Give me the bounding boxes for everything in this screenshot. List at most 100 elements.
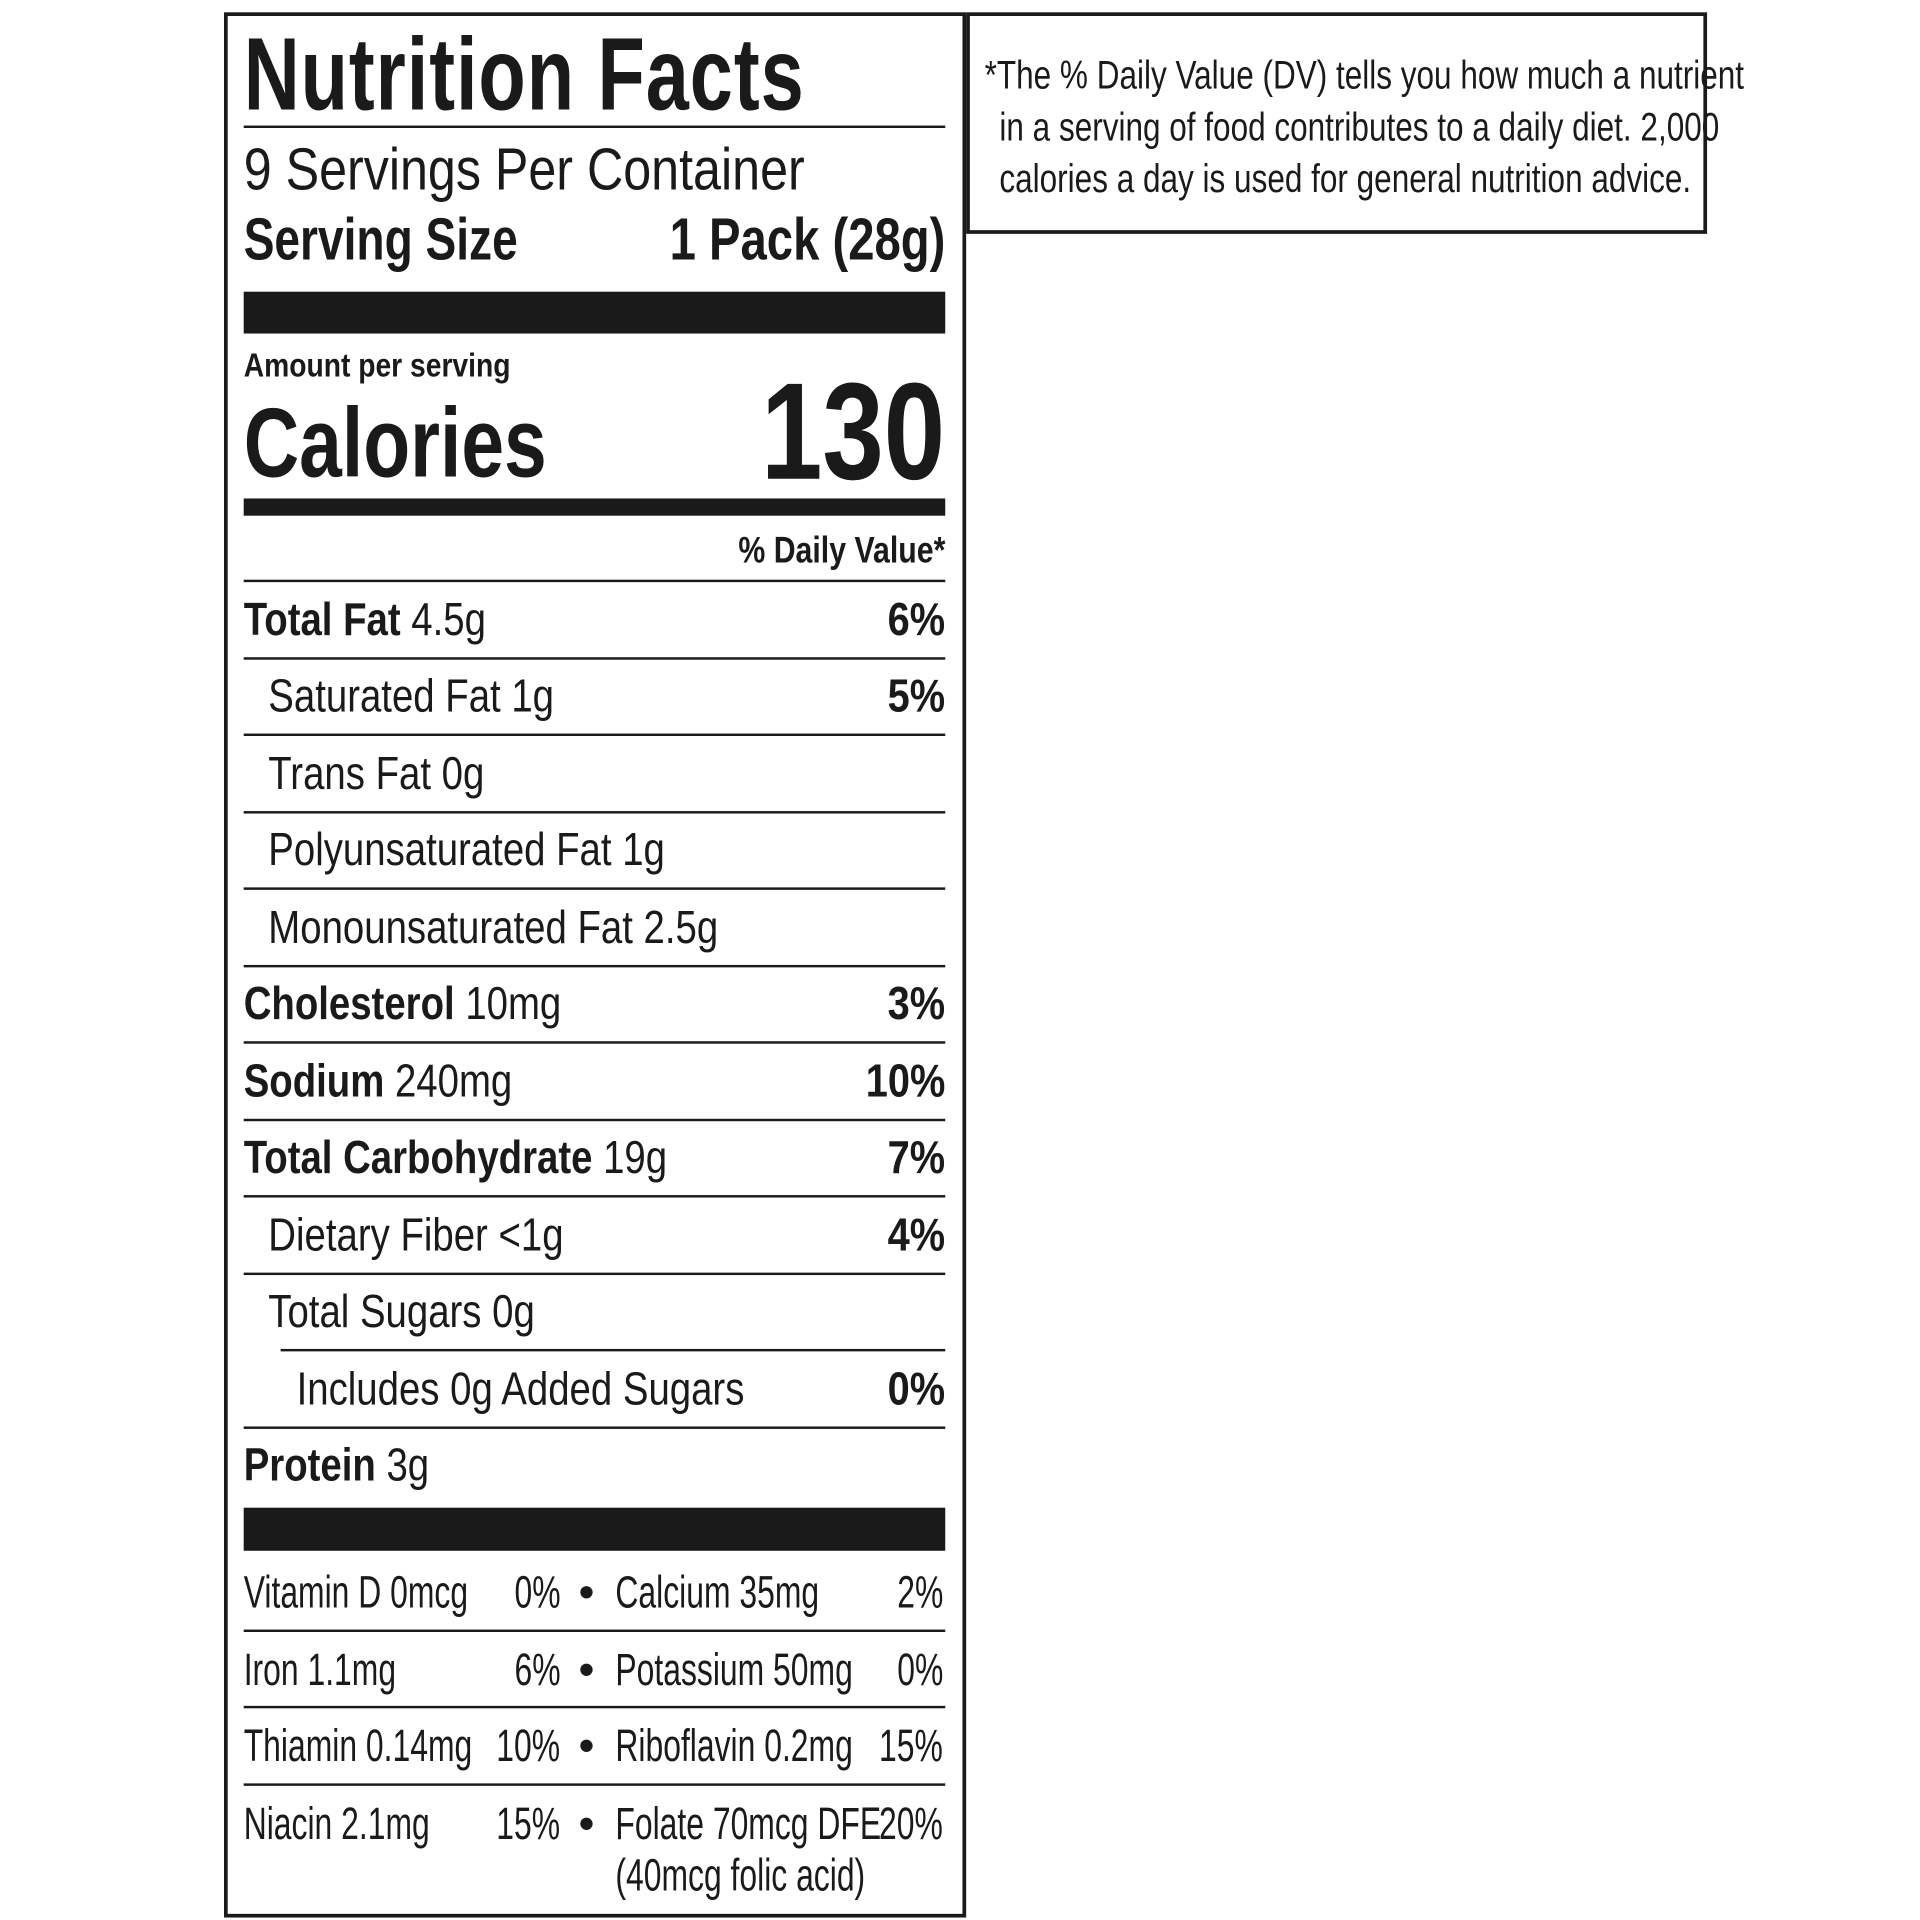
- nutrient-label: Cholesterol 10mg: [244, 978, 631, 1031]
- divider: [243, 1783, 946, 1786]
- vitamin-name: Riboflavin 0.2mg: [615, 1720, 853, 1772]
- nutrient-label: Monounsaturated Fat 2.5g: [244, 902, 817, 955]
- nutrient-label: Trans Fat 0g: [244, 748, 532, 801]
- nutrient-daily-value: 4%: [887, 1209, 946, 1261]
- nutrient-label: Dietary Fiber <1g: [244, 1209, 629, 1262]
- divider: [243, 1629, 946, 1632]
- nutrient-text: Cholesterol 10mg: [244, 978, 562, 1031]
- nutrient-row: Cholesterol 10mg 3%: [244, 968, 946, 1042]
- nutrient-daily-value: 10%: [865, 1055, 946, 1108]
- nutrient-daily-value: 0%: [887, 1363, 946, 1415]
- nutrient-name: Total Sugars: [268, 1286, 482, 1338]
- nutrient-amount: 0g: [441, 747, 485, 800]
- amount-per-serving: Amount per serving: [243, 347, 511, 384]
- divider: [243, 887, 946, 890]
- nutrient-row: Total Fat 4.5g 6%: [244, 583, 946, 657]
- bullet-separator: •: [578, 1720, 595, 1772]
- vitamin-note: (40mcg folic acid): [615, 1849, 866, 1901]
- nutrient-label: Total Fat 4.5g: [244, 594, 539, 647]
- nutrient-name: Polyunsaturated Fat: [268, 824, 612, 877]
- nutrient-text: Saturated Fat 1g: [268, 671, 554, 724]
- nutrient-amount: 1g: [511, 670, 555, 723]
- vitamin-daily-value: 0%: [513, 1566, 560, 1618]
- footnote-line: calories a day is used for general nutri…: [999, 156, 1692, 201]
- vitamin-name: Potassium 50mg: [615, 1644, 853, 1695]
- vitamin-name: Iron 1.1mg: [243, 1644, 397, 1695]
- divider: [243, 964, 946, 967]
- divider: [243, 125, 946, 128]
- nutrient-text: Monounsaturated Fat 2.5g: [268, 902, 718, 955]
- vitamin-daily-value: 15%: [496, 1798, 560, 1849]
- nutrient-name: Protein: [243, 1439, 376, 1492]
- nutrient-daily-value: 5%: [887, 670, 946, 723]
- nutrient-row: Total Carbohydrate 19g 7%: [244, 1122, 946, 1196]
- divider: [243, 1425, 946, 1429]
- calories-value: 130: [761, 354, 946, 509]
- nutrient-name: Total Fat: [243, 593, 401, 646]
- footnote-line: *The % Daily Value (DV) tells you how mu…: [984, 52, 1745, 98]
- vitamin-daily-value: 0%: [896, 1644, 943, 1695]
- nutrient-row: Dietary Fiber <1g 4%: [244, 1199, 946, 1273]
- nutrient-name: Cholesterol: [243, 978, 455, 1031]
- medium-divider: [243, 498, 946, 516]
- divider: [243, 656, 946, 660]
- vitamin-daily-value: 6%: [513, 1644, 560, 1695]
- vitamin-name: Vitamin D 0mcg: [243, 1566, 469, 1618]
- divider: [243, 1041, 946, 1044]
- nutrition-facts-panel: [223, 12, 967, 1918]
- bullet-separator: •: [578, 1566, 595, 1618]
- bullet-separator: •: [578, 1798, 595, 1849]
- divider: [243, 579, 946, 583]
- thick-divider: [243, 1507, 946, 1551]
- nutrient-daily-value: 3%: [887, 978, 946, 1031]
- nutrient-text: Total Carbohydrate 19g: [244, 1132, 667, 1185]
- nutrient-text: Polyunsaturated Fat 1g: [268, 825, 665, 878]
- nutrient-amount: 3g: [386, 1439, 430, 1492]
- nutrient-amount: 2.5g: [643, 901, 719, 954]
- divider: [243, 1705, 946, 1709]
- nutrient-amount: 19g: [603, 1132, 668, 1184]
- nutrient-text: Sodium 240mg: [244, 1055, 513, 1108]
- nutrient-amount: <1g: [498, 1209, 564, 1261]
- nutrient-daily-value: 6%: [887, 593, 946, 646]
- nutrient-label: Total Sugars 0g: [244, 1286, 594, 1339]
- nutrient-row: Sodium 240mg 10%: [244, 1045, 946, 1119]
- nutrient-row: Total Sugars 0g: [244, 1276, 946, 1350]
- servings-per-container: 9 Servings Per Container: [243, 137, 805, 204]
- vitamin-row: Niacin 2.1mg 15% • Folate 70mcg DFE 20% (40mc…: [244, 1799, 946, 1910]
- nutrient-name: Sodium: [243, 1055, 385, 1108]
- vitamin-name: Thiamin 0.14mg: [243, 1720, 473, 1772]
- vitamin-daily-value: 2%: [896, 1566, 943, 1618]
- nutrient-amount: 4.5g: [411, 593, 486, 646]
- nutrient-text: Protein 3g: [244, 1440, 429, 1493]
- nutrient-name: Monounsaturated Fat: [268, 901, 633, 954]
- vitamin-name: Calcium 35mg: [615, 1566, 820, 1618]
- vitamin-name: Folate 70mcg DFE: [615, 1798, 882, 1849]
- serving-size-value: 1 Pack (28g): [669, 207, 946, 274]
- nutrient-label: Total Carbohydrate 19g: [244, 1132, 760, 1185]
- nutrient-amount: 240mg: [394, 1055, 513, 1108]
- nutrient-name: Saturated Fat: [268, 670, 501, 723]
- thick-divider: [243, 291, 946, 334]
- divider: [243, 1271, 946, 1275]
- nutrient-name: Total Carbohydrate: [243, 1132, 593, 1184]
- vitamin-row: Vitamin D 0mcg 0% • Calcium 35mg 2%: [243, 1566, 946, 1679]
- nutrient-name: Dietary Fiber: [268, 1209, 488, 1261]
- nutrient-text: Includes 0g Added Sugars: [297, 1363, 745, 1416]
- nutrient-text: Dietary Fiber <1g: [268, 1209, 563, 1262]
- nutrient-row: Protein 3g: [244, 1430, 946, 1504]
- nutrient-row: Trans Fat 0g: [244, 737, 946, 811]
- vitamin-row: Iron 1.1mg 6% • Potassium 50mg 0%: [243, 1644, 946, 1757]
- divider: [243, 733, 946, 736]
- nutrient-label: Protein 3g: [244, 1440, 470, 1493]
- nutrient-daily-value: 7%: [887, 1132, 946, 1184]
- divider: [280, 1348, 946, 1352]
- nutrient-amount: 1g: [622, 824, 665, 877]
- divider: [243, 1195, 946, 1198]
- divider: [243, 810, 946, 813]
- nutrient-name: Includes 0g Added Sugars: [296, 1363, 745, 1415]
- vitamin-name: Niacin 2.1mg: [243, 1798, 430, 1849]
- nutrient-name: Trans Fat: [268, 747, 431, 800]
- nutrient-label: Polyunsaturated Fat 1g: [244, 825, 752, 878]
